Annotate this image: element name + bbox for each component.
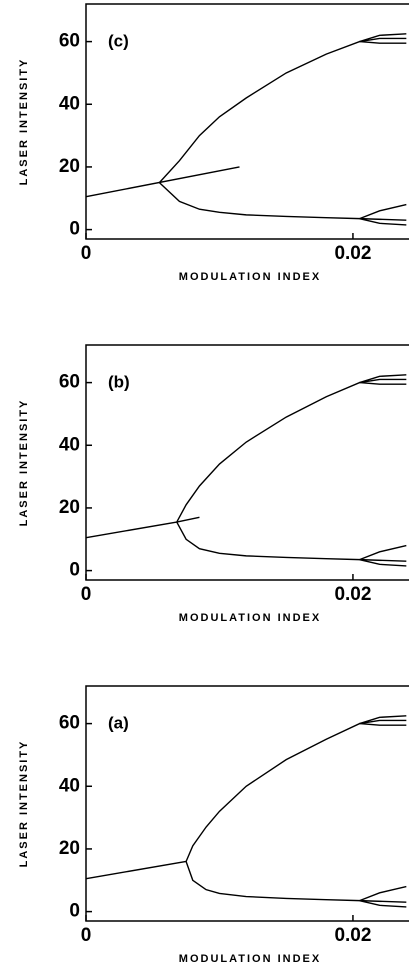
branch-curve bbox=[359, 40, 407, 44]
branch-curve bbox=[359, 715, 407, 725]
y-tick-label: 0 bbox=[69, 219, 80, 240]
branch-curve bbox=[359, 381, 407, 385]
branch-curve bbox=[85, 166, 240, 198]
branch-curve bbox=[185, 719, 407, 862]
y-tick-label: 20 bbox=[59, 156, 80, 177]
panel: 0 20 40 60 0 0.02 MODULATION INDEX LASER INTENS… bbox=[18, 3, 409, 283]
branch-curve bbox=[359, 217, 407, 226]
branch-curve bbox=[359, 722, 407, 726]
x-axis-label: MODULATION INDEX bbox=[179, 271, 321, 283]
panel: 0 20 40 60 0 0.02 MODULATION INDEX LASER INTENS… bbox=[18, 685, 409, 965]
y-tick-label: 60 bbox=[59, 372, 80, 393]
x-tick-label: 0.02 bbox=[334, 584, 371, 605]
y-tick-label: 0 bbox=[69, 901, 80, 922]
y-tick-label: 20 bbox=[59, 497, 80, 518]
panel-label: (a) bbox=[108, 713, 129, 732]
x-tick-label: 0 bbox=[81, 925, 92, 946]
y-axis-label: LASER INTENSITY bbox=[18, 58, 30, 186]
branch-curve bbox=[359, 203, 407, 220]
y-tick-label: 0 bbox=[69, 560, 80, 581]
x-tick-label: 0 bbox=[81, 243, 92, 264]
branch-curve bbox=[359, 899, 407, 908]
branch-curve bbox=[176, 521, 407, 562]
branch-curve bbox=[85, 516, 200, 539]
x-tick-label: 0 bbox=[81, 584, 92, 605]
axes-frame bbox=[85, 685, 409, 922]
axes-frame bbox=[85, 3, 409, 240]
x-tick-label: 0.02 bbox=[334, 925, 371, 946]
y-tick-label: 60 bbox=[59, 31, 80, 52]
branch-curve bbox=[158, 37, 407, 184]
branch-curve bbox=[185, 861, 407, 903]
axes-frame bbox=[85, 344, 409, 581]
panel-label: (b) bbox=[108, 372, 130, 391]
y-tick-label: 40 bbox=[59, 434, 80, 455]
y-tick-label: 40 bbox=[59, 93, 80, 114]
branch-curve bbox=[359, 885, 407, 902]
x-axis-label: MODULATION INDEX bbox=[179, 612, 321, 624]
y-axis-label: LASER INTENSITY bbox=[18, 399, 30, 527]
y-tick-label: 20 bbox=[59, 838, 80, 859]
branch-curve bbox=[359, 33, 407, 43]
branch-curve bbox=[158, 182, 407, 221]
y-tick-label: 40 bbox=[59, 775, 80, 796]
x-axis-label: MODULATION INDEX bbox=[179, 953, 321, 965]
panel: 0 20 40 60 0 0.02 MODULATION INDEX LASER INTENS… bbox=[18, 344, 409, 624]
branch-curve bbox=[359, 374, 407, 384]
branch-curve bbox=[359, 544, 407, 561]
x-tick-label: 0.02 bbox=[334, 243, 371, 264]
y-tick-label: 60 bbox=[59, 713, 80, 734]
branch-curve bbox=[85, 860, 187, 880]
branch-curve bbox=[176, 378, 407, 523]
branch-curve bbox=[359, 558, 407, 567]
y-axis-label: LASER INTENSITY bbox=[18, 740, 30, 868]
panel-label: (c) bbox=[108, 31, 129, 50]
